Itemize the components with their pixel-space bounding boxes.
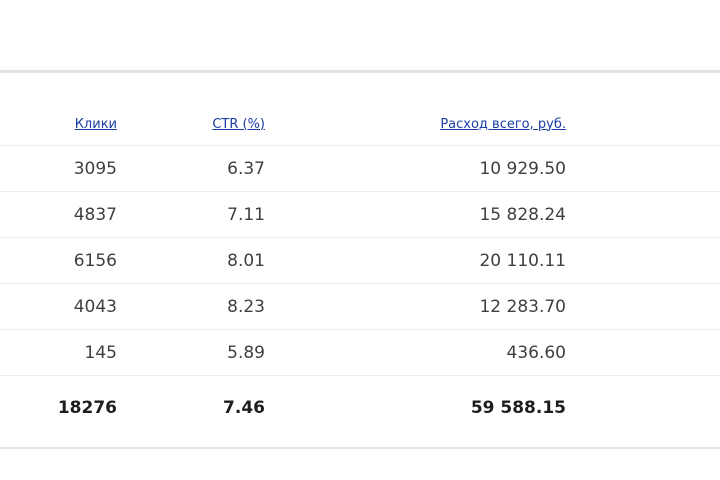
cell-spend: 10 929.50 (265, 145, 566, 192)
cell-empty (566, 191, 720, 238)
cell-clicks: 6156 (0, 237, 117, 284)
cell-empty (566, 376, 720, 441)
sort-link-ctr[interactable]: CTR (%) (212, 116, 265, 132)
table-row: 3095 6.37 10 929.50 (0, 145, 720, 192)
total-ctr: 7.46 (223, 398, 265, 418)
stats-panel: Клики CTR (%) Расход всего, руб. 3095 6.… (0, 70, 720, 449)
cell-ctr: 7.11 (117, 191, 265, 238)
cell-spend: 12 283.70 (265, 283, 566, 330)
table-row: 6156 8.01 20 110.11 (0, 237, 720, 284)
sort-link-spend[interactable]: Расход всего, руб. (440, 116, 566, 132)
table-row: 145 5.89 436.60 (0, 329, 720, 376)
sort-link-clicks[interactable]: Клики (74, 116, 117, 132)
total-clicks: 18276 (57, 398, 117, 418)
cell-ctr: 8.23 (117, 283, 265, 330)
total-spend: 59 588.15 (470, 398, 566, 418)
top-area (0, 0, 720, 70)
cell-clicks: 3095 (0, 145, 117, 192)
cell-clicks: 145 (0, 329, 117, 376)
table-row: 4043 8.23 12 283.70 (0, 283, 720, 330)
totals-row: 18276 7.46 59 588.15 (0, 376, 720, 441)
column-header-empty (566, 103, 720, 146)
cell-ctr: 5.89 (117, 329, 265, 376)
column-header-clicks: Клики (0, 103, 117, 146)
cell-spend: 15 828.24 (265, 191, 566, 238)
table-row: 4837 7.11 15 828.24 (0, 191, 720, 238)
cell-ctr: 6.37 (117, 145, 265, 192)
cell-clicks: 4043 (0, 283, 117, 330)
table-header-row: Клики CTR (%) Расход всего, руб. (0, 103, 720, 146)
cell-spend: 20 110.11 (265, 237, 566, 284)
stats-table: Клики CTR (%) Расход всего, руб. 3095 6.… (0, 103, 720, 440)
cell-clicks: 4837 (0, 191, 117, 238)
cell-empty (566, 237, 720, 284)
cell-empty (566, 329, 720, 376)
cell-spend: 436.60 (265, 329, 566, 376)
cell-ctr: 8.01 (117, 237, 265, 284)
cell-empty (566, 283, 720, 330)
column-header-ctr: CTR (%) (117, 103, 265, 146)
column-header-spend: Расход всего, руб. (265, 103, 566, 146)
cell-empty (566, 145, 720, 192)
